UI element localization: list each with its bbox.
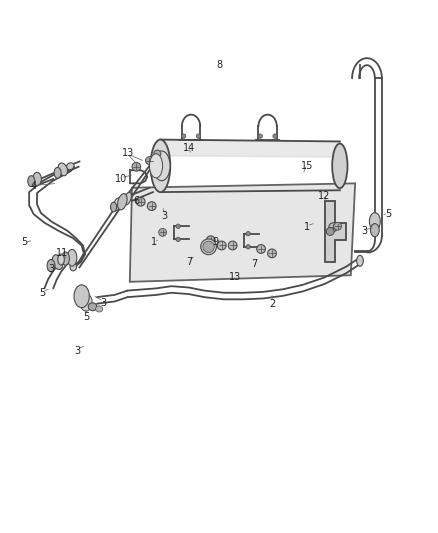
Text: 3: 3 bbox=[48, 264, 54, 273]
Circle shape bbox=[245, 245, 250, 249]
Circle shape bbox=[145, 157, 153, 165]
Ellipse shape bbox=[117, 193, 127, 210]
Circle shape bbox=[158, 229, 166, 236]
Circle shape bbox=[258, 134, 262, 138]
Ellipse shape bbox=[28, 176, 35, 187]
Circle shape bbox=[217, 241, 226, 250]
Text: 13: 13 bbox=[228, 272, 240, 282]
Circle shape bbox=[267, 249, 276, 258]
Text: 5: 5 bbox=[83, 312, 89, 322]
Circle shape bbox=[328, 223, 337, 231]
Text: 3: 3 bbox=[360, 227, 366, 237]
Text: 3: 3 bbox=[100, 298, 106, 308]
Circle shape bbox=[202, 241, 214, 253]
Text: 7: 7 bbox=[185, 257, 191, 267]
Circle shape bbox=[200, 239, 216, 255]
Ellipse shape bbox=[332, 143, 347, 188]
Text: 5: 5 bbox=[384, 209, 390, 219]
Circle shape bbox=[245, 231, 250, 236]
Text: 3: 3 bbox=[74, 345, 80, 356]
Ellipse shape bbox=[74, 285, 89, 308]
Ellipse shape bbox=[149, 154, 162, 178]
Polygon shape bbox=[324, 201, 346, 262]
Ellipse shape bbox=[110, 202, 117, 212]
Ellipse shape bbox=[113, 198, 120, 211]
Circle shape bbox=[153, 150, 160, 157]
Text: 1: 1 bbox=[303, 222, 309, 232]
Circle shape bbox=[132, 163, 141, 171]
Polygon shape bbox=[130, 183, 354, 282]
Circle shape bbox=[196, 134, 200, 138]
Ellipse shape bbox=[54, 167, 61, 179]
Text: 2: 2 bbox=[268, 298, 275, 309]
Ellipse shape bbox=[47, 260, 55, 272]
Text: 4: 4 bbox=[30, 181, 36, 190]
Text: 3: 3 bbox=[161, 211, 167, 221]
Ellipse shape bbox=[66, 163, 74, 169]
Ellipse shape bbox=[52, 255, 63, 270]
Text: 1: 1 bbox=[150, 237, 156, 247]
Circle shape bbox=[333, 222, 341, 230]
Ellipse shape bbox=[67, 249, 77, 266]
Ellipse shape bbox=[153, 151, 170, 181]
Ellipse shape bbox=[61, 252, 69, 265]
Text: 11: 11 bbox=[56, 248, 68, 259]
Ellipse shape bbox=[370, 224, 378, 237]
Circle shape bbox=[181, 134, 185, 138]
Circle shape bbox=[325, 228, 333, 236]
Text: 12: 12 bbox=[318, 191, 330, 201]
Text: 13: 13 bbox=[121, 148, 134, 158]
Ellipse shape bbox=[70, 263, 77, 271]
Ellipse shape bbox=[150, 140, 170, 192]
Text: 7: 7 bbox=[251, 260, 257, 269]
Ellipse shape bbox=[88, 303, 97, 311]
Ellipse shape bbox=[356, 255, 362, 266]
Text: 9: 9 bbox=[212, 237, 218, 247]
Ellipse shape bbox=[32, 172, 41, 185]
Circle shape bbox=[136, 197, 145, 206]
Ellipse shape bbox=[124, 192, 131, 205]
Text: 5: 5 bbox=[39, 288, 45, 298]
Text: 8: 8 bbox=[216, 60, 222, 70]
Circle shape bbox=[176, 224, 180, 229]
Circle shape bbox=[272, 134, 277, 138]
Circle shape bbox=[256, 245, 265, 253]
Ellipse shape bbox=[95, 306, 102, 312]
Text: 10: 10 bbox=[115, 174, 127, 184]
Circle shape bbox=[228, 241, 237, 250]
Circle shape bbox=[176, 237, 180, 241]
Circle shape bbox=[206, 236, 215, 245]
Text: 5: 5 bbox=[21, 237, 28, 247]
Ellipse shape bbox=[80, 294, 92, 311]
Text: 6: 6 bbox=[133, 196, 139, 206]
Circle shape bbox=[147, 201, 155, 211]
Text: 14: 14 bbox=[182, 143, 194, 154]
Ellipse shape bbox=[58, 163, 67, 176]
Ellipse shape bbox=[368, 213, 379, 230]
Text: 15: 15 bbox=[300, 161, 312, 171]
Ellipse shape bbox=[58, 254, 64, 265]
